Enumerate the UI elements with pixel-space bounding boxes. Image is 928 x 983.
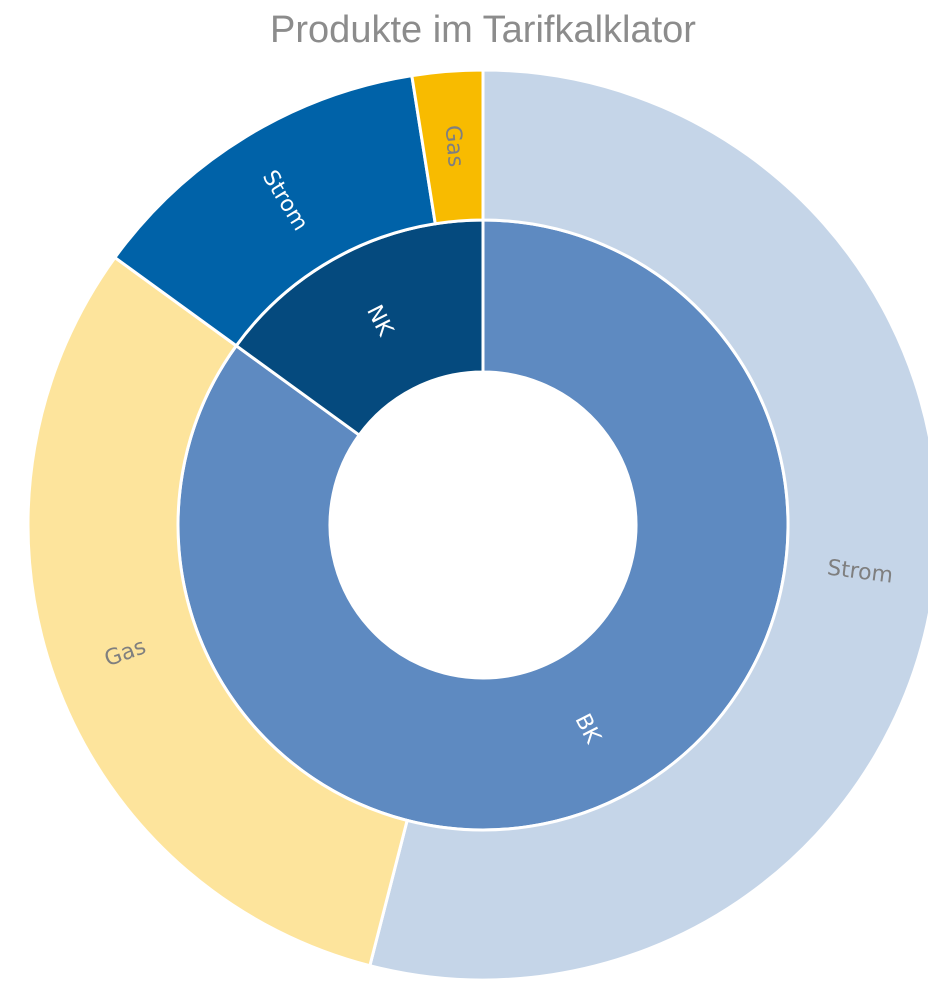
chart-title: Produkte im Tarifkalklator bbox=[270, 9, 696, 51]
segment bbox=[26, 255, 409, 968]
segment bbox=[368, 68, 928, 982]
segment-label: Gas bbox=[440, 124, 468, 168]
rings bbox=[26, 68, 928, 982]
segment bbox=[410, 68, 485, 226]
